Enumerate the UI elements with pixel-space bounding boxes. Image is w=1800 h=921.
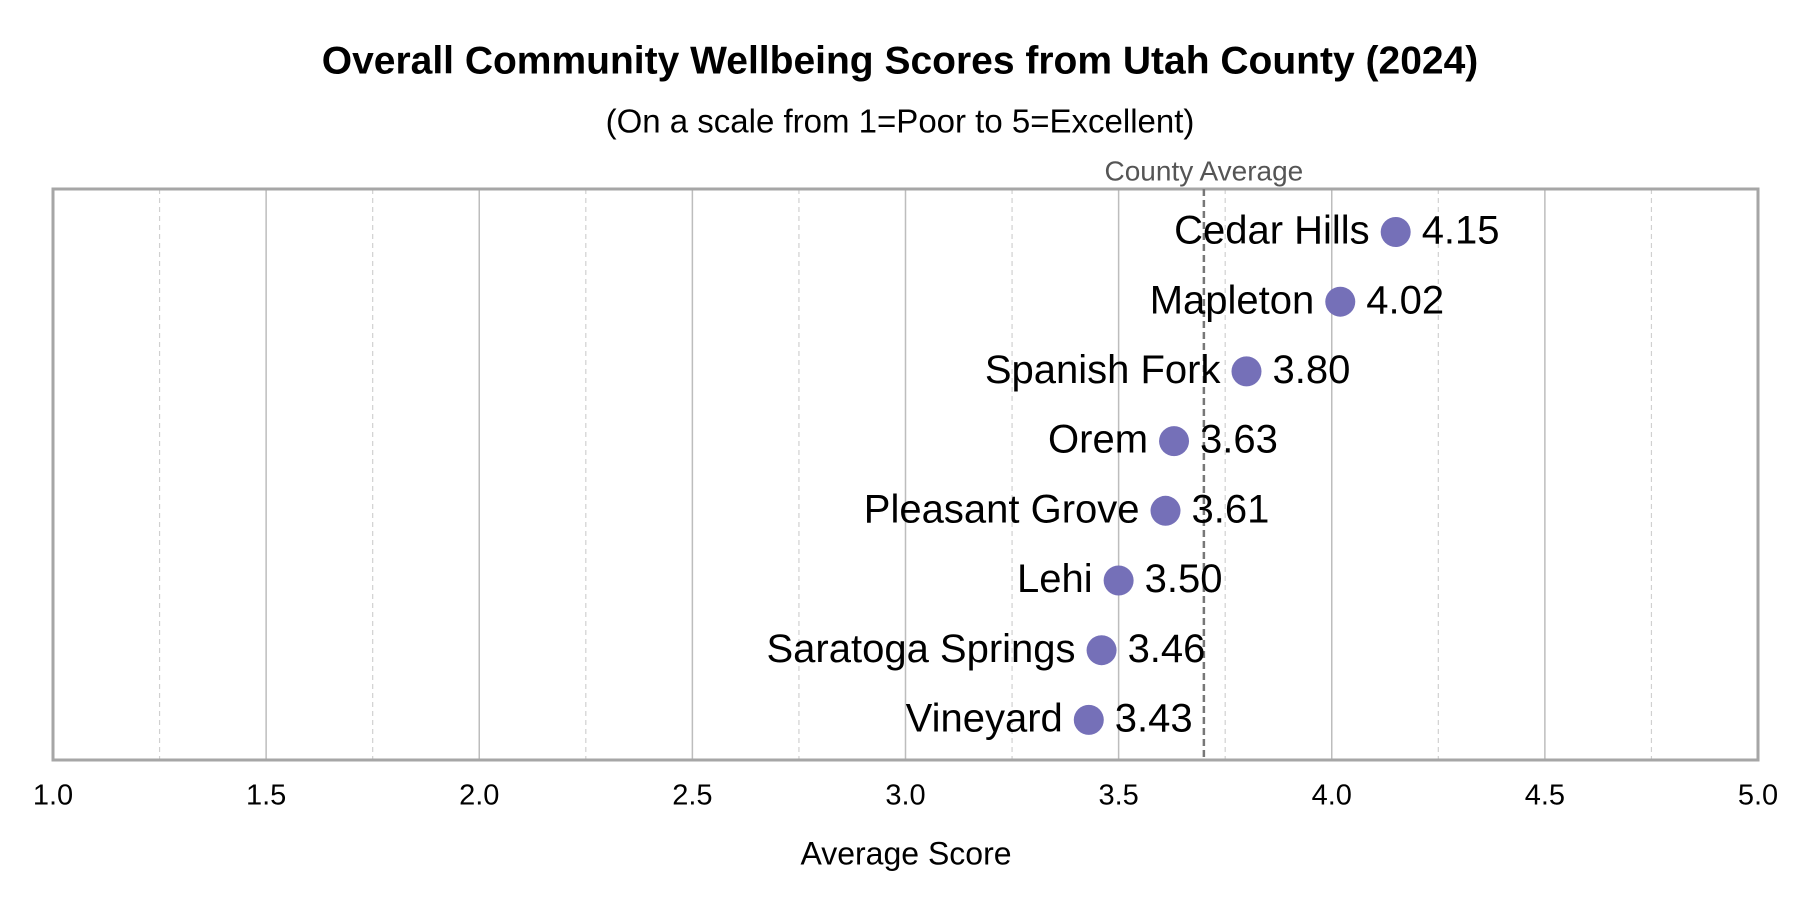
x-tick-label: 4.5 xyxy=(1525,780,1565,812)
x-tick-label: 2.5 xyxy=(672,780,712,812)
value-label: 3.46 xyxy=(1128,627,1206,671)
dot xyxy=(1325,286,1356,317)
x-tick-label: 3.5 xyxy=(1098,780,1138,812)
value-label: 4.15 xyxy=(1422,209,1500,253)
dot xyxy=(1086,635,1117,666)
value-label: 3.43 xyxy=(1115,696,1193,740)
value-label: 3.80 xyxy=(1273,348,1351,392)
category-label: Saratoga Springs xyxy=(766,627,1075,671)
value-label: 3.61 xyxy=(1192,487,1270,531)
x-axis-label: Average Score xyxy=(800,835,1011,871)
chart-title: Overall Community Wellbeing Scores from … xyxy=(322,39,1479,82)
category-label: Spanish Fork xyxy=(985,348,1222,392)
category-label: Orem xyxy=(1048,418,1148,462)
category-label: Cedar Hills xyxy=(1174,209,1370,253)
x-tick-label: 3.0 xyxy=(885,780,925,812)
dot xyxy=(1380,217,1411,247)
category-label: Lehi xyxy=(1017,557,1093,601)
category-label: Mapleton xyxy=(1150,278,1315,322)
value-label: 3.50 xyxy=(1145,557,1223,601)
x-tick-label: 5.0 xyxy=(1738,780,1778,812)
x-tick-label: 1.5 xyxy=(246,780,286,812)
x-tick-label: 2.0 xyxy=(459,780,499,812)
x-tick-label: 1.0 xyxy=(33,780,73,812)
dot xyxy=(1073,704,1104,735)
category-label: Pleasant Grove xyxy=(864,487,1140,531)
category-label: Vineyard xyxy=(906,696,1063,740)
chart-subtitle: (On a scale from 1=Poor to 5=Excellent) xyxy=(606,103,1195,140)
value-label: 3.63 xyxy=(1200,418,1278,462)
x-tick-label: 4.0 xyxy=(1312,780,1352,812)
plot-frame xyxy=(51,187,1760,762)
reference-label: County Average xyxy=(1105,155,1304,186)
value-label: 4.02 xyxy=(1366,278,1444,322)
dot xyxy=(1231,356,1262,387)
dot xyxy=(1159,426,1190,457)
dot xyxy=(1103,565,1134,596)
dot xyxy=(1150,495,1181,526)
